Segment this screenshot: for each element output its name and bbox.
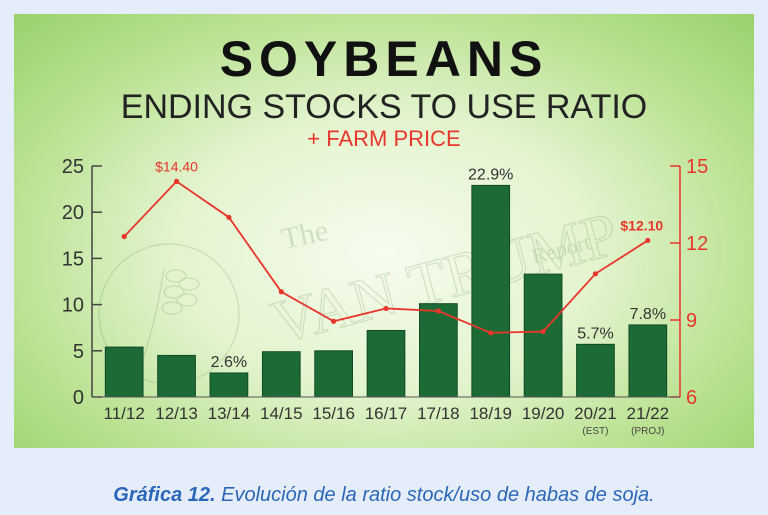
- x-tick-label: 20/21: [574, 404, 617, 423]
- x-tick-label: 13/14: [208, 404, 251, 423]
- bar: [261, 351, 301, 398]
- price-point: [488, 330, 494, 336]
- bar: [471, 184, 511, 398]
- price-line-series: $14.40 $12.10: [121, 158, 663, 336]
- bar: [419, 303, 458, 398]
- x-axis-labels: 11/12 12/13 13/14 14/15 15/16 16/17 17/18 18/19…: [92, 396, 680, 437]
- bar: [314, 350, 353, 398]
- price-point: [540, 328, 546, 335]
- x-tick-label: 18/19: [469, 404, 512, 423]
- price-data-label: $14.40: [155, 158, 198, 174]
- x-tick-label: 14/15: [260, 404, 303, 423]
- bar-data-label: 2.6%: [211, 354, 247, 371]
- price-point: [121, 233, 127, 240]
- right-axis-tick-label: 9: [686, 310, 697, 332]
- caption-label: Gráfica 12.: [113, 484, 216, 506]
- bar-data-label: 5.7%: [577, 325, 613, 342]
- x-tick-label: 15/16: [312, 404, 355, 423]
- bar: [523, 273, 563, 398]
- chart-svg: The VAN TRUMP Report SOYBEANS ENDING STO…: [62, 31, 709, 437]
- right-axis-tick-label: 15: [686, 156, 708, 178]
- price-point: [383, 305, 389, 312]
- left-axis-tick-label: 15: [62, 248, 84, 270]
- bar: [576, 343, 615, 398]
- bar: [209, 372, 249, 398]
- bar: [366, 329, 406, 398]
- left-axis-tick-label: 5: [73, 341, 84, 363]
- chart-panel: The VAN TRUMP Report SOYBEANS ENDING STO…: [14, 14, 754, 448]
- right-axis-tick-label: 12: [686, 233, 708, 255]
- chart-title: SOYBEANS: [220, 31, 549, 87]
- bar: [104, 346, 144, 398]
- left-axis-tick-label: 20: [62, 202, 84, 224]
- price-point: [331, 318, 337, 324]
- x-tick-label: 11/12: [104, 404, 145, 423]
- right-axis: 6 9 12 15: [670, 156, 708, 409]
- x-tick-label: 16/17: [365, 404, 408, 423]
- x-tick-sublabel: (PROJ): [631, 426, 664, 437]
- price-point: [592, 271, 599, 277]
- price-point: [173, 178, 180, 184]
- right-axis-tick-label: 6: [686, 387, 697, 409]
- price-point: [435, 308, 441, 314]
- left-axis-tick-label: 10: [62, 295, 84, 317]
- bar-series: 2.6% 22.9% 5.7% 7.8%: [104, 166, 668, 398]
- price-point: [278, 289, 284, 295]
- watermark-line1: The: [279, 214, 331, 256]
- price-point: [226, 214, 232, 220]
- x-tick-sublabel: (EST): [582, 426, 608, 437]
- bar-data-label: 22.9%: [468, 166, 513, 183]
- bar: [628, 324, 668, 398]
- x-tick-label: 19/20: [522, 404, 565, 423]
- price-data-label: $12.10: [620, 217, 663, 233]
- bar-data-label: 7.8%: [630, 306, 666, 323]
- left-axis: 0 5 10 15 20 25: [62, 156, 102, 409]
- figure-caption: Gráfica 12. Evolución de la ratio stock/…: [0, 484, 768, 507]
- x-tick-label: 12/13: [155, 404, 198, 423]
- left-axis-tick-label: 25: [62, 156, 84, 178]
- x-tick-label: 17/18: [417, 404, 460, 423]
- bar: [157, 354, 196, 398]
- price-point: [645, 237, 651, 244]
- caption-text: Evolución de la ratio stock/uso de habas…: [221, 484, 655, 506]
- x-tick-label: 21/22: [627, 404, 670, 423]
- chart-subtitle: ENDING STOCKS TO USE RATIO: [121, 88, 647, 126]
- chart-subtitle-2: + FARM PRICE: [307, 126, 460, 151]
- left-axis-tick-label: 0: [73, 387, 84, 409]
